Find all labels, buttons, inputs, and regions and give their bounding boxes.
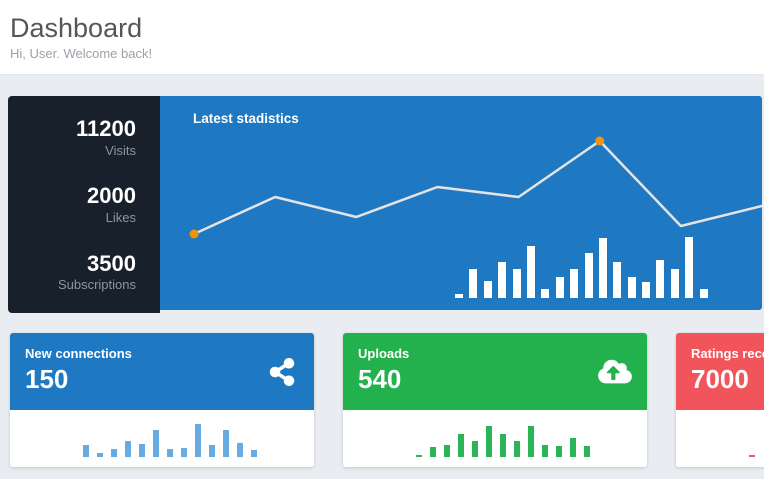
card-ratings-header: Ratings received 7000 — [676, 333, 764, 410]
share-icon — [265, 357, 299, 386]
card-label: New connections — [25, 346, 132, 361]
statistics-bar-chart — [455, 237, 708, 298]
stats-summary-panel: 11200 Visits 2000 Likes 3500 Subscriptio… — [8, 96, 160, 313]
stat-likes-label: Likes — [105, 209, 136, 225]
card-new-connections-header: New connections 150 — [10, 333, 314, 410]
card-new-connections-body — [10, 410, 314, 467]
ratings-bar-chart — [749, 455, 755, 457]
card-value: 540 — [358, 363, 402, 394]
card-uploads-header: Uploads 540 — [343, 333, 647, 410]
page-header: Dashboard Hi, User. Welcome back! — [0, 0, 764, 75]
card-ratings-received: Ratings received 7000 — [676, 333, 764, 467]
stat-visits-label: Visits — [105, 142, 136, 158]
card-label: Ratings received — [691, 346, 764, 361]
page-title: Dashboard — [10, 13, 143, 43]
card-new-connections: New connections 150 — [10, 333, 314, 467]
card-ratings-body — [676, 410, 764, 467]
stat-subscriptions-value: 3500 — [87, 250, 136, 276]
card-label: Uploads — [358, 346, 410, 361]
card-uploads-body — [343, 410, 647, 467]
panel-title: Latest stadistics — [193, 111, 299, 126]
stat-visits: 11200 Visits — [8, 115, 160, 159]
page-subtitle: Hi, User. Welcome back! — [10, 46, 153, 62]
stat-visits-value: 11200 — [76, 116, 136, 141]
card-value: 7000 — [691, 363, 749, 394]
stat-likes-value: 2000 — [87, 183, 136, 209]
stat-subscriptions: 3500 Subscriptions — [8, 250, 160, 294]
latest-statistics-panel: Latest stadistics — [160, 96, 762, 310]
card-value: 150 — [25, 363, 69, 394]
card-uploads: Uploads 540 — [343, 333, 647, 467]
stat-likes: 2000 Likes — [8, 182, 160, 226]
new-connections-bar-chart — [83, 424, 257, 457]
uploads-bar-chart — [416, 426, 590, 457]
stat-subscriptions-label: Subscriptions — [57, 277, 136, 293]
cloud-upload-icon — [598, 358, 632, 386]
